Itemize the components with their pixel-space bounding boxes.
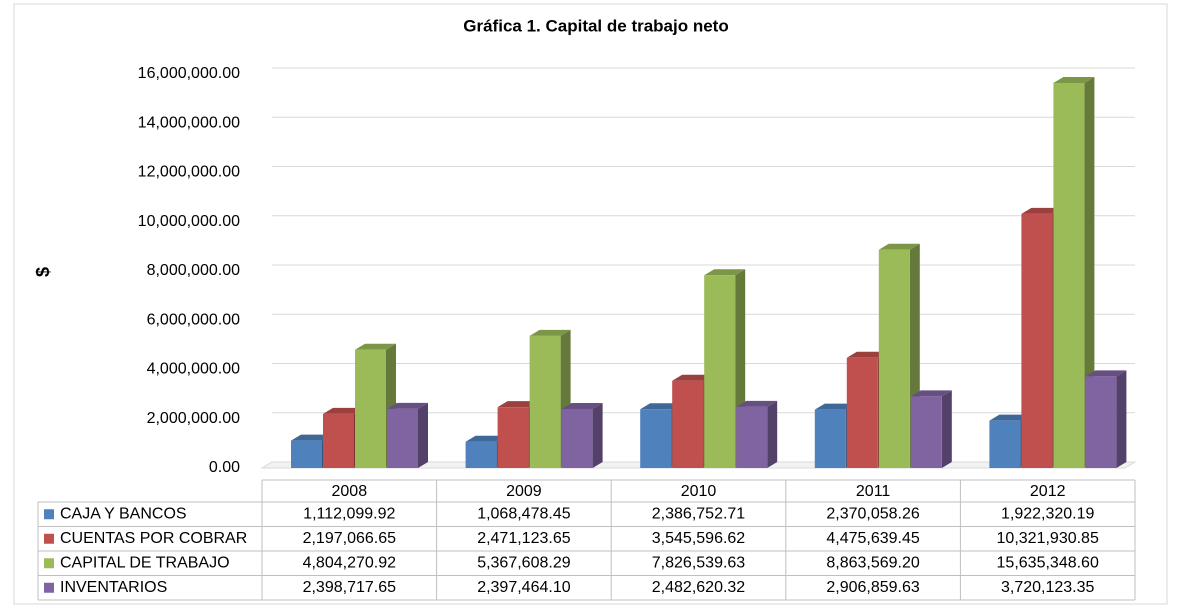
table-cell: 7,826,539.63 bbox=[652, 554, 746, 571]
bar-top bbox=[989, 414, 1031, 421]
bar-front bbox=[1053, 82, 1085, 468]
bar-top bbox=[291, 434, 332, 441]
bar-front bbox=[814, 409, 846, 468]
bar-top bbox=[387, 402, 428, 409]
bar-front bbox=[736, 406, 768, 468]
table-cell: 2,906,859.63 bbox=[826, 579, 920, 596]
bar-front bbox=[387, 408, 418, 468]
bar bbox=[1085, 370, 1127, 468]
legend-swatch bbox=[44, 558, 54, 569]
bar-front bbox=[704, 275, 736, 468]
bar-side bbox=[1084, 76, 1095, 468]
y-tick-label: 4,000,000.00 bbox=[147, 361, 241, 378]
x-tick-label: 2009 bbox=[506, 483, 542, 500]
bar bbox=[561, 402, 603, 468]
bar-top bbox=[1021, 207, 1063, 214]
table-cell: 4,804,270.92 bbox=[303, 554, 397, 571]
y-tick-label: 8,000,000.00 bbox=[147, 262, 241, 279]
bar-front bbox=[878, 249, 910, 468]
legend-swatch bbox=[44, 509, 54, 520]
table-cell: 10,321,930.85 bbox=[997, 530, 1099, 547]
x-tick-label: 2011 bbox=[856, 483, 891, 500]
bar-top bbox=[355, 343, 396, 350]
bar bbox=[910, 390, 952, 468]
bar-top bbox=[1085, 370, 1127, 377]
chart-border bbox=[13, 3, 1168, 605]
bar-front bbox=[291, 440, 322, 468]
bar bbox=[387, 402, 428, 468]
bar-top bbox=[814, 403, 856, 410]
bar-front bbox=[465, 441, 497, 468]
bar-front bbox=[1085, 376, 1117, 468]
legend-swatch bbox=[44, 582, 54, 593]
bar-top bbox=[561, 402, 603, 409]
y-tick-label: 12,000,000.00 bbox=[138, 164, 240, 181]
bar-front bbox=[640, 409, 672, 468]
chart-title: Gráfica 1. Capital de trabajo neto bbox=[463, 16, 728, 35]
legend-label: INVENTARIOS bbox=[60, 579, 167, 596]
bar-front bbox=[989, 420, 1021, 468]
legend-swatch bbox=[44, 533, 54, 544]
table-cell: 3,720,123.35 bbox=[1001, 579, 1095, 596]
bar-front bbox=[561, 408, 593, 468]
bar-top bbox=[910, 390, 952, 397]
bar-side bbox=[418, 402, 428, 468]
x-tick-label: 2012 bbox=[1030, 483, 1066, 500]
x-tick-label: 2010 bbox=[681, 483, 717, 500]
y-tick-label: 14,000,000.00 bbox=[138, 114, 240, 131]
table-cell: 15,635,348.60 bbox=[997, 554, 1099, 571]
bar bbox=[1053, 76, 1095, 468]
bar-front bbox=[355, 349, 386, 468]
y-tick-label: 2,000,000.00 bbox=[147, 410, 241, 427]
bar-top bbox=[497, 401, 539, 408]
table-cell: 4,475,639.45 bbox=[826, 530, 920, 547]
bar-top bbox=[878, 243, 920, 250]
bar-top bbox=[529, 329, 571, 336]
bar-top bbox=[323, 407, 364, 414]
table-cell: 2,386,752.71 bbox=[652, 505, 746, 522]
bar-front bbox=[323, 413, 354, 468]
bar bbox=[355, 343, 396, 468]
table-cell: 2,370,058.26 bbox=[826, 505, 920, 522]
bar-front bbox=[497, 407, 529, 468]
table-cell: 2,397,464.10 bbox=[477, 579, 571, 596]
table-cell: 5,367,608.29 bbox=[477, 554, 571, 571]
bar-front bbox=[910, 396, 942, 468]
bar-side bbox=[592, 402, 603, 468]
bar-top bbox=[704, 269, 746, 276]
bar-top bbox=[465, 435, 507, 442]
table-cell: 8,863,569.20 bbox=[826, 554, 920, 571]
table-cell: 2,471,123.65 bbox=[477, 530, 571, 547]
x-tick-label: 2008 bbox=[332, 483, 368, 500]
bar-top bbox=[640, 403, 682, 410]
table-cell: 1,068,478.45 bbox=[477, 505, 571, 522]
bar-front bbox=[846, 357, 878, 468]
table-cell: 3,545,596.62 bbox=[652, 530, 746, 547]
bar-top bbox=[1053, 76, 1095, 83]
bar-side bbox=[1116, 370, 1127, 468]
table-cell: 2,398,717.65 bbox=[303, 579, 397, 596]
bar-top bbox=[846, 351, 888, 358]
bar-top bbox=[672, 374, 714, 381]
y-axis-label: $ bbox=[33, 267, 53, 277]
bar-front bbox=[529, 335, 561, 468]
y-tick-label: 16,000,000.00 bbox=[138, 65, 240, 82]
bar bbox=[736, 400, 778, 468]
bar-front bbox=[1021, 213, 1053, 468]
y-tick-label: 0.00 bbox=[209, 459, 240, 476]
bar-top bbox=[736, 400, 778, 407]
y-tick-label: 10,000,000.00 bbox=[138, 213, 240, 230]
legend-label: CAJA Y BANCOS bbox=[60, 505, 187, 522]
y-tick-label: 6,000,000.00 bbox=[147, 311, 241, 328]
table-cell: 2,197,066.65 bbox=[303, 530, 397, 547]
bar-side bbox=[767, 400, 778, 468]
table-cell: 1,112,099.92 bbox=[303, 505, 395, 522]
legend-label: CAPITAL DE TRABAJO bbox=[60, 554, 230, 571]
bar-front bbox=[672, 380, 704, 468]
bar-side bbox=[941, 390, 952, 468]
table-cell: 1,922,320.19 bbox=[1001, 505, 1095, 522]
table-cell: 2,482,620.32 bbox=[652, 579, 746, 596]
legend-label: CUENTAS POR COBRAR bbox=[60, 530, 247, 547]
